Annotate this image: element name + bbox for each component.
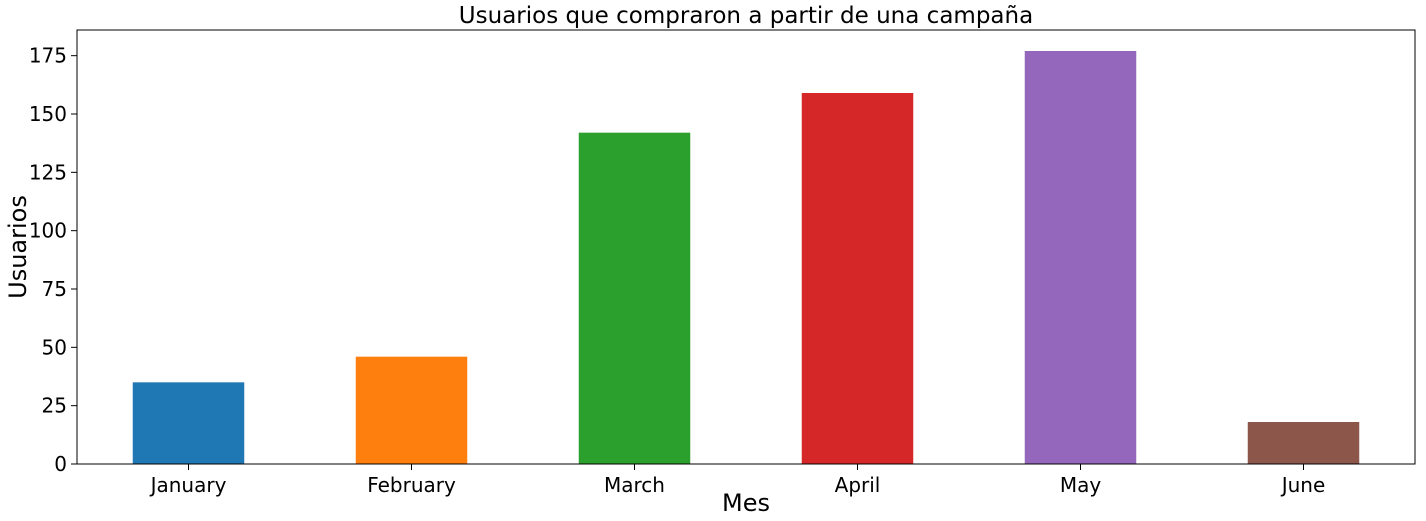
- x-tick-label: January: [149, 473, 227, 497]
- x-tick-label: May: [1060, 473, 1102, 497]
- x-tick-label: April: [835, 473, 881, 497]
- y-tick-label: 50: [42, 335, 67, 359]
- bar-june: [1247, 422, 1360, 464]
- y-tick-label: 100: [29, 219, 67, 243]
- y-tick-label: 75: [42, 277, 67, 301]
- chart-title: Usuarios que compraron a partir de una c…: [459, 3, 1033, 29]
- y-tick-label: 175: [29, 44, 67, 68]
- bar-january: [132, 382, 245, 464]
- x-tick-label: June: [1280, 473, 1326, 497]
- y-tick-label: 150: [29, 102, 67, 126]
- bars-group: [132, 51, 1360, 464]
- y-tick-label: 0: [54, 452, 67, 476]
- bar-april: [801, 93, 914, 464]
- bar-may: [1024, 51, 1137, 464]
- y-tick-label: 25: [42, 394, 67, 418]
- x-axis-title: Mes: [722, 489, 770, 517]
- bar-march: [578, 132, 691, 464]
- y-axis: 0 25 50 75 100 125 150 175: [29, 44, 77, 476]
- y-tick-label: 125: [29, 160, 67, 184]
- bar-february: [355, 356, 468, 464]
- y-axis-title: Usuarios: [4, 195, 32, 299]
- plot-frame: [76, 29, 1416, 465]
- x-axis: January February March April May June: [149, 464, 1326, 497]
- x-tick-label: February: [367, 473, 456, 497]
- x-tick-label: March: [604, 473, 665, 497]
